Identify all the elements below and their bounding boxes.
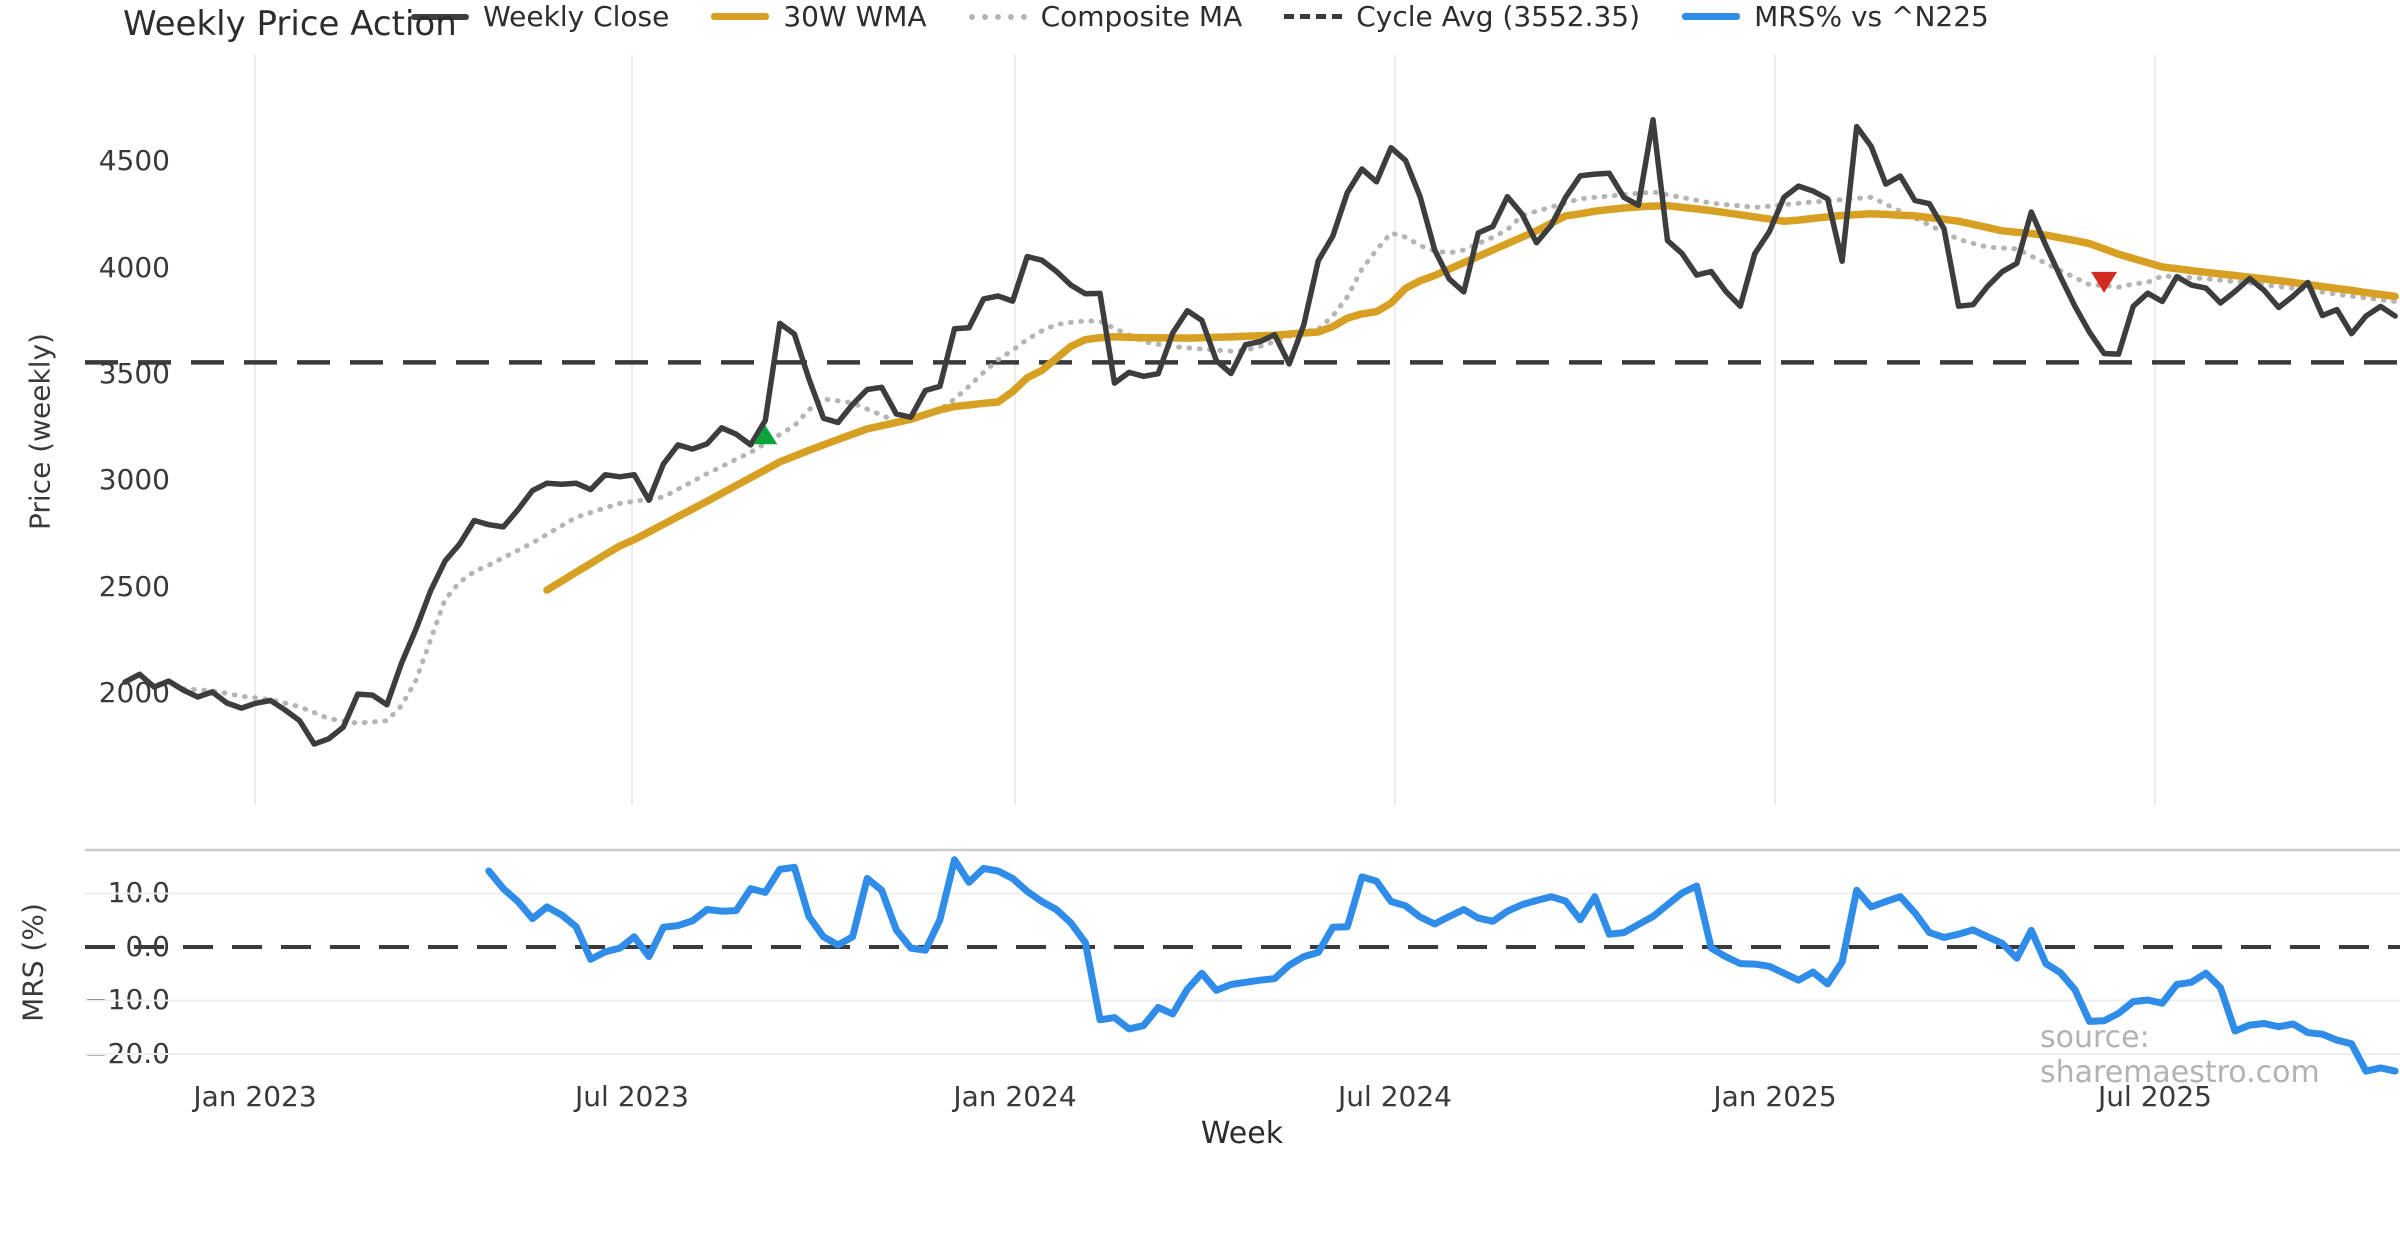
composite-swatch-icon bbox=[968, 13, 1027, 20]
price-ytick-2000: 2000 bbox=[98, 676, 170, 709]
xtick-jul-2023: Jul 2023 bbox=[575, 1080, 689, 1113]
legend-label: Composite MA bbox=[1040, 0, 1243, 33]
signal-markers bbox=[753, 271, 2118, 445]
legend: Weekly Close 30W WMA Composite MA Cycle … bbox=[0, 0, 2400, 33]
xtick-jan-2023: Jan 2023 bbox=[193, 1080, 317, 1113]
weekly-close-swatch-icon bbox=[411, 13, 470, 20]
price-ytick-4000: 4000 bbox=[98, 251, 170, 284]
composite-ma-line bbox=[180, 189, 2398, 726]
xtick-jan-2025: Jan 2025 bbox=[1713, 1080, 1837, 1113]
legend-item-composite: Composite MA bbox=[968, 0, 1243, 33]
legend-item-mrs: MRS% vs ^N225 bbox=[1682, 0, 1989, 33]
buy-signal-marker-icon bbox=[753, 425, 778, 445]
sell-signal-marker-icon bbox=[2091, 271, 2118, 293]
g-mrs bbox=[485, 856, 2399, 1075]
xtick-jul-2024: Jul 2024 bbox=[1338, 1080, 1452, 1113]
gridlines bbox=[85, 55, 2400, 1055]
g-composite bbox=[180, 189, 2398, 726]
price-ytick-4500: 4500 bbox=[98, 144, 170, 177]
legend-item-wma: 30W WMA bbox=[711, 0, 927, 33]
price-ytick-2500: 2500 bbox=[98, 570, 170, 603]
legend-item-weekly-close: Weekly Close bbox=[411, 0, 669, 33]
cycle-avg-swatch-icon bbox=[1284, 14, 1343, 19]
legend-label: MRS% vs ^N225 bbox=[1754, 0, 1989, 33]
page-title: Weekly Price Action bbox=[123, 4, 457, 44]
price-ytick-3000: 3000 bbox=[98, 463, 170, 496]
legend-label: Weekly Close bbox=[483, 0, 670, 33]
legend-label: 30W WMA bbox=[783, 0, 927, 33]
x-axis-title: Week bbox=[1200, 1116, 1284, 1151]
mrs-line bbox=[485, 856, 2399, 1075]
mrs-swatch-icon bbox=[1682, 13, 1741, 20]
legend-label: Cycle Avg (3552.35) bbox=[1356, 0, 1641, 33]
xtick-jul-2025: Jul 2025 bbox=[2098, 1080, 2212, 1113]
xtick-jan-2024: Jan 2024 bbox=[953, 1080, 1077, 1113]
wma-swatch-icon bbox=[711, 13, 770, 20]
legend-item-cycle-avg: Cycle Avg (3552.35) bbox=[1284, 0, 1640, 33]
watermark: source: sharemaestro.com bbox=[2040, 1020, 2320, 1090]
g-close bbox=[122, 117, 2398, 747]
weekly-close-line bbox=[122, 117, 2398, 747]
